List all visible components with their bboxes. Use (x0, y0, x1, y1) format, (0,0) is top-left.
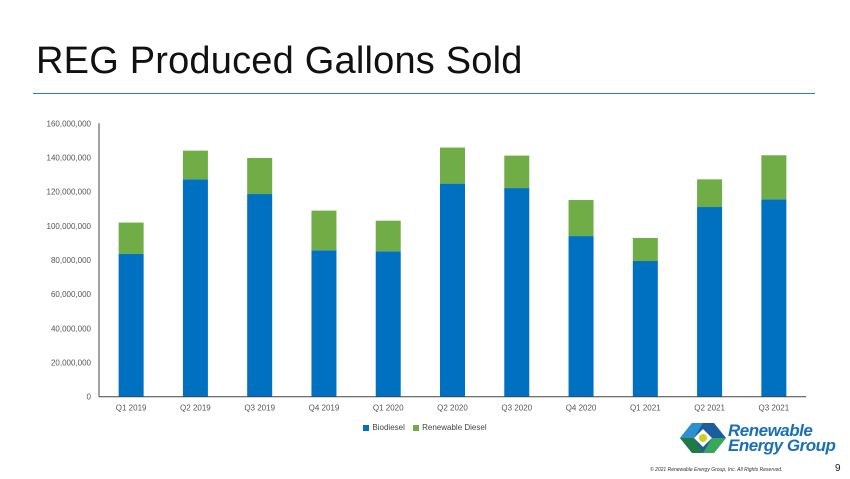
y-tick-label: 40,000,000 (51, 324, 92, 333)
legend-item-renewable-diesel: Renewable Diesel (413, 423, 487, 432)
y-tick-label: 0 (87, 393, 92, 402)
bar-renewable-diesel (697, 179, 723, 208)
reg-logo-text: Renewable Energy Group (728, 421, 836, 455)
bar-renewable-diesel (311, 210, 337, 251)
bar-biodiesel (375, 251, 401, 397)
legend-swatch (413, 424, 420, 431)
x-tick-label: Q4 2020 (566, 404, 597, 413)
y-tick-label: 160,000,000 (47, 119, 92, 128)
chart-legend: Biodiesel Renewable Diesel (0, 423, 850, 433)
y-tick-label: 140,000,000 (47, 153, 92, 162)
x-tick-label: Q1 2020 (373, 404, 404, 413)
reg-logo-icon (680, 423, 726, 453)
x-tick-label: Q2 2021 (694, 404, 725, 413)
y-tick-label: 60,000,000 (51, 290, 92, 299)
x-tick-label: Q3 2021 (759, 404, 790, 413)
bar-renewable-diesel (375, 220, 401, 252)
bar-biodiesel (697, 207, 723, 397)
x-tick-label: Q2 2019 (180, 404, 211, 413)
page-number: 9 (835, 463, 841, 474)
x-tick-label: Q1 2021 (630, 404, 661, 413)
copyright: © 2021 Renewable Energy Group, Inc. All … (650, 467, 783, 473)
logo-line-2: Energy Group (728, 436, 836, 455)
y-tick-label: 80,000,000 (51, 256, 92, 265)
bar-biodiesel (118, 254, 144, 397)
bar-biodiesel (440, 183, 465, 397)
y-tick-label: 100,000,000 (47, 222, 92, 231)
logo-line-1: Renewable (728, 421, 813, 440)
x-tick-label: Q1 2019 (116, 404, 147, 413)
bar-renewable-diesel (632, 237, 658, 262)
bar-renewable-diesel (761, 155, 787, 200)
x-tick-label: Q4 2019 (309, 404, 340, 413)
bar-biodiesel (632, 261, 658, 397)
bar-biodiesel (182, 179, 208, 397)
bar-biodiesel (311, 250, 337, 397)
bar-renewable-diesel (247, 157, 273, 195)
bar-renewable-diesel (504, 155, 530, 189)
bar-biodiesel (761, 199, 787, 397)
slide-title: REG Produced Gallons Sold (36, 40, 523, 82)
legend-swatch (363, 424, 370, 431)
legend-label: Biodiesel (372, 423, 405, 432)
x-tick-label: Q2 2020 (437, 404, 468, 413)
title-divider (33, 93, 815, 94)
bar-renewable-diesel (182, 150, 208, 180)
x-tick-label: Q3 2020 (501, 404, 532, 413)
legend-item-biodiesel: Biodiesel (363, 423, 405, 432)
bar-biodiesel (247, 194, 273, 397)
bar-biodiesel (568, 236, 594, 397)
x-tick-label: Q3 2019 (244, 404, 275, 413)
bar-biodiesel (504, 188, 530, 397)
bar-renewable-diesel (568, 200, 594, 237)
bar-renewable-diesel (118, 222, 144, 255)
y-tick-label: 120,000,000 (47, 188, 92, 197)
y-tick-label: 20,000,000 (51, 359, 92, 368)
bar-renewable-diesel (440, 147, 465, 184)
legend-label: Renewable Diesel (422, 423, 487, 432)
